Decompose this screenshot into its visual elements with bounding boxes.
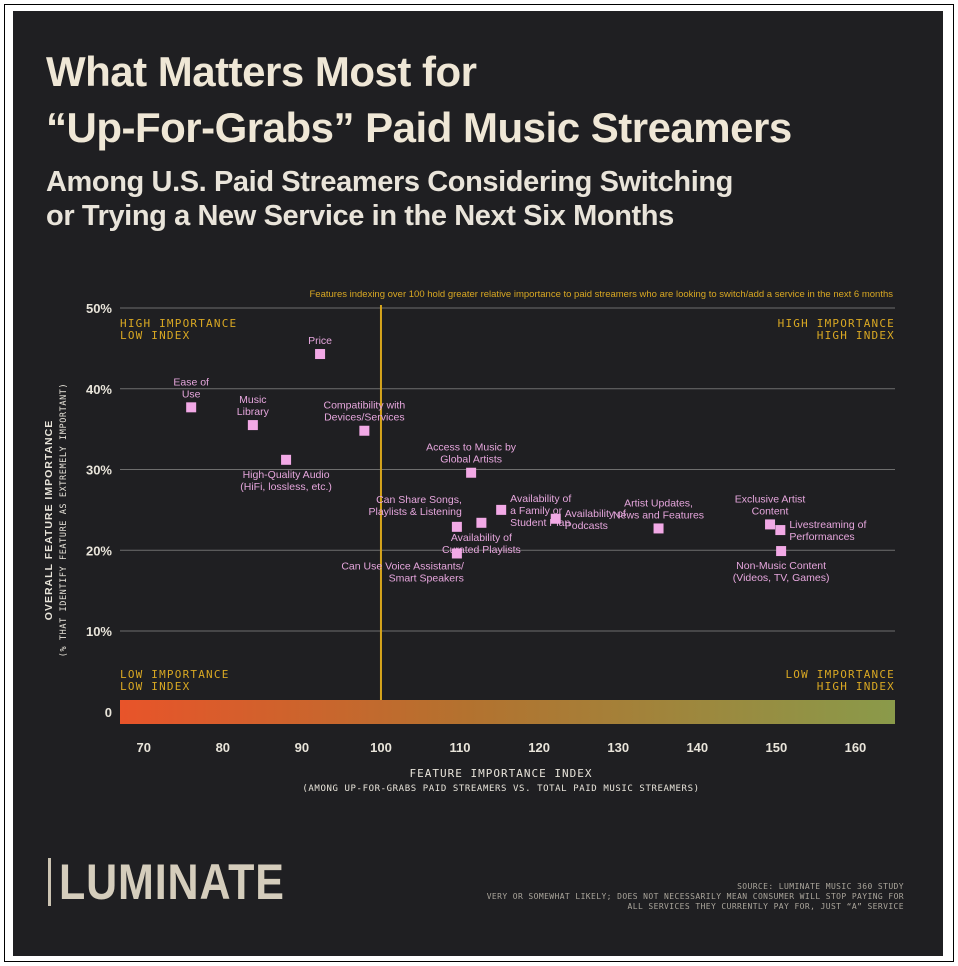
data-point <box>776 546 787 557</box>
data-point-label: Content <box>752 505 789 517</box>
divider-note: Features indexing over 100 hold greater … <box>309 289 893 300</box>
y-axis-subtitle: (% THAT IDENTIFY FEATURE AS EXTREMELY IM… <box>59 383 69 657</box>
data-point-label: Exclusive Artist <box>735 493 806 505</box>
data-point-label: High-Quality Audio <box>243 469 330 481</box>
x-tick-label: 100 <box>370 740 392 755</box>
y-axis-title: OVERALL FEATURE IMPORTANCE <box>43 420 55 620</box>
data-point-label: Can Use Voice Assistants/ <box>341 560 464 572</box>
quadrant-bottom-left-line: LOW INDEX <box>120 680 190 693</box>
data-point-label: Artist Updates, <box>624 497 693 509</box>
logo-bar <box>48 858 51 906</box>
x-tick-label: 130 <box>607 740 629 755</box>
data-point-label: Performances <box>789 531 854 543</box>
x-axis-title: FEATURE IMPORTANCE INDEX <box>410 767 593 780</box>
title-line-1: What Matters Most for <box>46 48 477 95</box>
data-point <box>653 523 664 534</box>
data-point-label: Access to Music by <box>426 442 517 454</box>
quadrant-bottom-left-line: LOW IMPORTANCE <box>120 668 230 681</box>
x-tick-label: 120 <box>528 740 550 755</box>
data-point <box>496 504 507 515</box>
data-point-label: Price <box>308 335 332 347</box>
data-point <box>476 517 487 528</box>
y-tick-label: 0 <box>105 705 112 720</box>
data-point <box>775 525 786 536</box>
data-point-label: Availability of <box>451 532 512 544</box>
data-point-label: Student Plan <box>510 517 570 529</box>
data-point-label: (HiFi, lossless, etc.) <box>240 481 332 493</box>
quadrant-top-right-line: HIGH INDEX <box>817 329 895 342</box>
x-tick-label: 140 <box>686 740 708 755</box>
data-point-label: Podcasts <box>565 520 608 532</box>
data-point <box>550 513 561 524</box>
x-tick-label: 90 <box>295 740 309 755</box>
x-tick-label: 110 <box>450 740 471 755</box>
data-point <box>765 519 776 530</box>
y-tick-label: 50% <box>86 301 112 316</box>
title-line-2: “Up-For-Grabs” Paid Music Streamers <box>46 104 792 151</box>
data-point <box>186 402 197 413</box>
x-tick-label: 160 <box>845 740 867 755</box>
data-point-label: a Family or <box>510 505 562 517</box>
data-point-label: Can Share Songs, <box>376 494 462 506</box>
data-point-label: (Videos, TV, Games) <box>733 572 830 584</box>
data-point-label: Playlists & Listening <box>368 506 462 518</box>
data-point-label: Availability of <box>565 508 626 520</box>
quadrant-bottom-right-line: HIGH INDEX <box>817 680 895 693</box>
subtitle-line-2: or Trying a New Service in the Next Six … <box>46 200 674 232</box>
luminate-logo: LUMINATE <box>48 854 322 910</box>
source-line-3: ALL SERVICES THEY CURRENTLY PAY FOR, JUS… <box>627 902 904 911</box>
page-subtitle: Among U.S. Paid Streamers Considering Sw… <box>46 165 733 233</box>
page-title: What Matters Most for “Up-For-Grabs” Pai… <box>46 44 792 156</box>
data-point <box>451 548 462 559</box>
quadrant-top-left-line: LOW INDEX <box>120 329 190 342</box>
source-line-1: SOURCE: LUMINATE MUSIC 360 STUDY <box>737 882 904 891</box>
data-point-label: Library <box>237 406 270 418</box>
logo-text: LUMINATE <box>59 854 285 910</box>
y-tick-label: 30% <box>86 463 112 478</box>
data-point-label: Compatibility with <box>324 400 406 412</box>
data-point-label: Use <box>182 388 201 400</box>
data-point <box>315 349 326 360</box>
data-point-label: News and Features <box>613 509 704 521</box>
data-point <box>359 425 370 436</box>
data-point-label: Availability of <box>510 493 571 505</box>
x-tick-label: 70 <box>136 740 150 755</box>
infographic-panel <box>13 11 943 956</box>
data-point <box>451 521 462 532</box>
data-point-label: Music <box>239 394 266 406</box>
y-tick-label: 40% <box>86 382 112 397</box>
quadrant-top-right-line: HIGH IMPORTANCE <box>778 317 895 330</box>
data-point <box>466 467 477 478</box>
data-point <box>281 454 292 465</box>
x-axis-subtitle: (AMONG UP-FOR-GRABS PAID STREAMERS VS. T… <box>302 784 699 794</box>
data-point-label: Non-Music Content <box>736 560 826 572</box>
data-point-label: Livestreaming of <box>789 519 866 531</box>
quadrant-bottom-right-line: LOW IMPORTANCE <box>785 668 895 681</box>
y-tick-label: 20% <box>86 543 112 558</box>
x-tick-label: 150 <box>766 740 788 755</box>
y-tick-label: 10% <box>86 624 112 639</box>
data-point-label: Global Artists <box>440 454 502 466</box>
data-point-label: Devices/Services <box>324 412 405 424</box>
data-point <box>247 420 258 431</box>
data-point-label: Smart Speakers <box>389 572 464 584</box>
source-note: SOURCE: LUMINATE MUSIC 360 STUDY VERY OR… <box>487 882 904 912</box>
index-gradient-band <box>120 700 895 724</box>
quadrant-top-left-line: HIGH IMPORTANCE <box>120 317 237 330</box>
source-line-2: VERY OR SOMEWHAT LIKELY; DOES NOT NECESS… <box>486 892 904 901</box>
subtitle-line-1: Among U.S. Paid Streamers Considering Sw… <box>46 166 733 198</box>
x-tick-label: 80 <box>216 740 230 755</box>
data-point-label: Ease of <box>173 376 209 388</box>
